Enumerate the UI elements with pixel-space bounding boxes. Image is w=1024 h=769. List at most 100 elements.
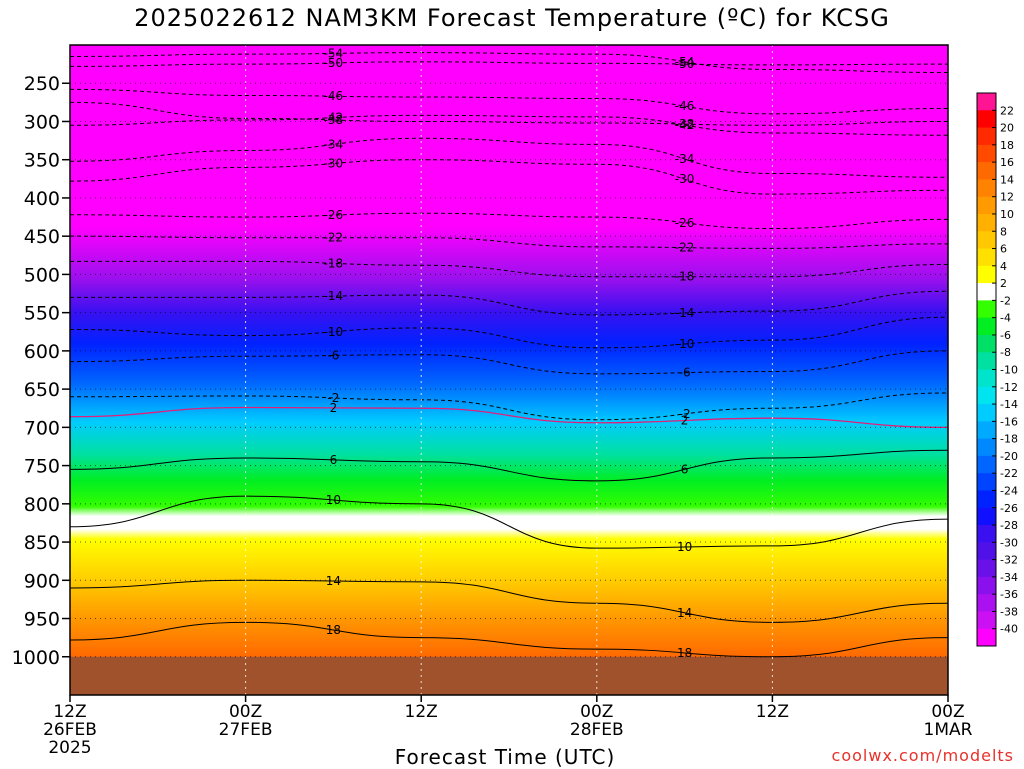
contour-label: -2 bbox=[327, 391, 339, 405]
colorbar-tick-label: -30 bbox=[1000, 536, 1018, 549]
contour-label: -10 bbox=[675, 337, 695, 351]
colorbar-tick-label: -36 bbox=[1000, 588, 1018, 601]
colorbar-swatch bbox=[977, 334, 996, 353]
contour-label: -26 bbox=[324, 208, 344, 222]
y-tick-label: 700 bbox=[24, 417, 60, 439]
contour-line bbox=[69, 495, 949, 549]
colorbar-swatch bbox=[977, 525, 996, 543]
colorbar-tick-label: -32 bbox=[1000, 554, 1018, 567]
contour-line bbox=[69, 406, 949, 429]
colorbar-swatch bbox=[977, 576, 996, 595]
colorbar-tick-label: 4 bbox=[1000, 260, 1007, 273]
contour-line bbox=[69, 260, 949, 278]
contour-line bbox=[69, 350, 949, 375]
contour-line bbox=[69, 235, 949, 249]
contour-label: -22 bbox=[324, 231, 344, 245]
colorbar-swatch bbox=[977, 213, 996, 232]
colorbar-swatch bbox=[977, 179, 996, 198]
x-tick-label: 26FEB bbox=[43, 720, 97, 740]
colorbar-tick-label: 6 bbox=[1000, 243, 1007, 256]
colorbar-tick-label: 16 bbox=[1000, 156, 1014, 169]
colorbar-tick-label: 20 bbox=[1000, 122, 1014, 135]
contour-label: -54 bbox=[675, 55, 695, 69]
colorbar-swatch bbox=[977, 611, 996, 630]
contour-line bbox=[69, 52, 949, 74]
colorbar-swatch bbox=[977, 386, 996, 405]
colorbar-tick-label: -6 bbox=[1000, 329, 1011, 342]
contour-label: -46 bbox=[324, 89, 344, 103]
colorbar-swatch bbox=[977, 265, 996, 284]
colorbar-tick-label: -38 bbox=[1000, 605, 1018, 618]
colorbar-swatch bbox=[977, 542, 996, 561]
x-tick-label: 12Z bbox=[756, 702, 789, 722]
y-tick-label: 800 bbox=[24, 494, 60, 516]
colorbar-swatch bbox=[977, 369, 996, 388]
colorbar-tick-label: 12 bbox=[1000, 191, 1014, 204]
colorbar-swatch bbox=[977, 144, 996, 163]
x-tick-label: 1MAR bbox=[924, 720, 973, 740]
colorbar-swatch bbox=[977, 507, 996, 526]
colorbar-swatch bbox=[977, 404, 996, 422]
x-tick-label: 2025 bbox=[48, 738, 91, 758]
y-tick-label: 950 bbox=[24, 609, 60, 631]
colorbar-tick-label: -16 bbox=[1000, 415, 1018, 428]
contour-line bbox=[70, 290, 949, 316]
colorbar-tick-label: 10 bbox=[1000, 208, 1014, 221]
y-tick-label: 500 bbox=[24, 264, 60, 286]
colorbar-swatch bbox=[977, 594, 996, 612]
contour-line bbox=[69, 159, 949, 195]
colorbar-swatch bbox=[977, 283, 996, 301]
contour-label: -38 bbox=[324, 113, 344, 127]
contour-line bbox=[69, 392, 949, 421]
contour-label: -42 bbox=[675, 118, 695, 132]
colorbar-tick-label: -24 bbox=[1000, 484, 1018, 497]
contour-label: -14 bbox=[324, 289, 344, 303]
colorbar-swatch bbox=[977, 628, 996, 647]
colorbar-swatch bbox=[977, 248, 996, 267]
contour-label: 2 bbox=[330, 401, 338, 415]
x-tick-label: 12Z bbox=[53, 702, 86, 722]
colorbar-tick-label: -14 bbox=[1000, 398, 1018, 411]
contour-label: -26 bbox=[675, 216, 695, 230]
colorbar-swatch bbox=[977, 127, 996, 146]
contour-label: -30 bbox=[324, 157, 344, 171]
contour-label: 6 bbox=[681, 462, 689, 476]
colorbar-tick-label: 22 bbox=[1000, 104, 1014, 117]
contour-line bbox=[69, 61, 949, 67]
contour-line bbox=[69, 316, 949, 349]
colorbar-swatch bbox=[977, 352, 996, 370]
colorbar-swatch bbox=[977, 162, 996, 180]
y-tick-label: 600 bbox=[24, 341, 60, 363]
y-tick-label: 650 bbox=[24, 379, 60, 401]
contour-label: 6 bbox=[330, 453, 338, 467]
contour-label: 14 bbox=[677, 606, 692, 620]
y-tick-label: 850 bbox=[24, 532, 60, 554]
x-tick-label: 27FEB bbox=[219, 720, 273, 740]
contour-label: -42 bbox=[324, 111, 344, 125]
colorbar-tick-label: 8 bbox=[1000, 225, 1007, 238]
chart-title: 2025022612 NAM3KM Forecast Temperature (… bbox=[134, 4, 890, 32]
colorbar-swatch bbox=[977, 300, 996, 319]
contour-label: -6 bbox=[679, 366, 691, 380]
y-tick-label: 550 bbox=[24, 303, 60, 325]
contour-label: -2 bbox=[679, 407, 691, 421]
colorbar-tick-label: 18 bbox=[1000, 139, 1014, 152]
contour-label: 14 bbox=[326, 574, 341, 588]
colorbar-tick-label: -34 bbox=[1000, 571, 1018, 584]
contour-label: -6 bbox=[327, 348, 339, 362]
colorbar-tick-label: -20 bbox=[1000, 450, 1018, 463]
contour-line bbox=[69, 114, 949, 136]
contour-label: -38 bbox=[675, 117, 695, 131]
y-tick-label: 300 bbox=[24, 111, 60, 133]
colorbar-tick-label: -10 bbox=[1000, 364, 1018, 377]
colorbar-tick-label: -8 bbox=[1000, 346, 1011, 359]
colorbar-swatch bbox=[977, 421, 996, 440]
contour-line bbox=[69, 621, 949, 658]
contour-label: -30 bbox=[675, 172, 695, 186]
x-tick-label: 00Z bbox=[580, 702, 613, 722]
colorbar-tick-label: -4 bbox=[1000, 312, 1011, 325]
colorbar-swatch bbox=[977, 438, 996, 457]
site-credit[interactable]: coolwx.com/modelts bbox=[831, 746, 1014, 765]
below-ground-shading bbox=[70, 656, 948, 695]
